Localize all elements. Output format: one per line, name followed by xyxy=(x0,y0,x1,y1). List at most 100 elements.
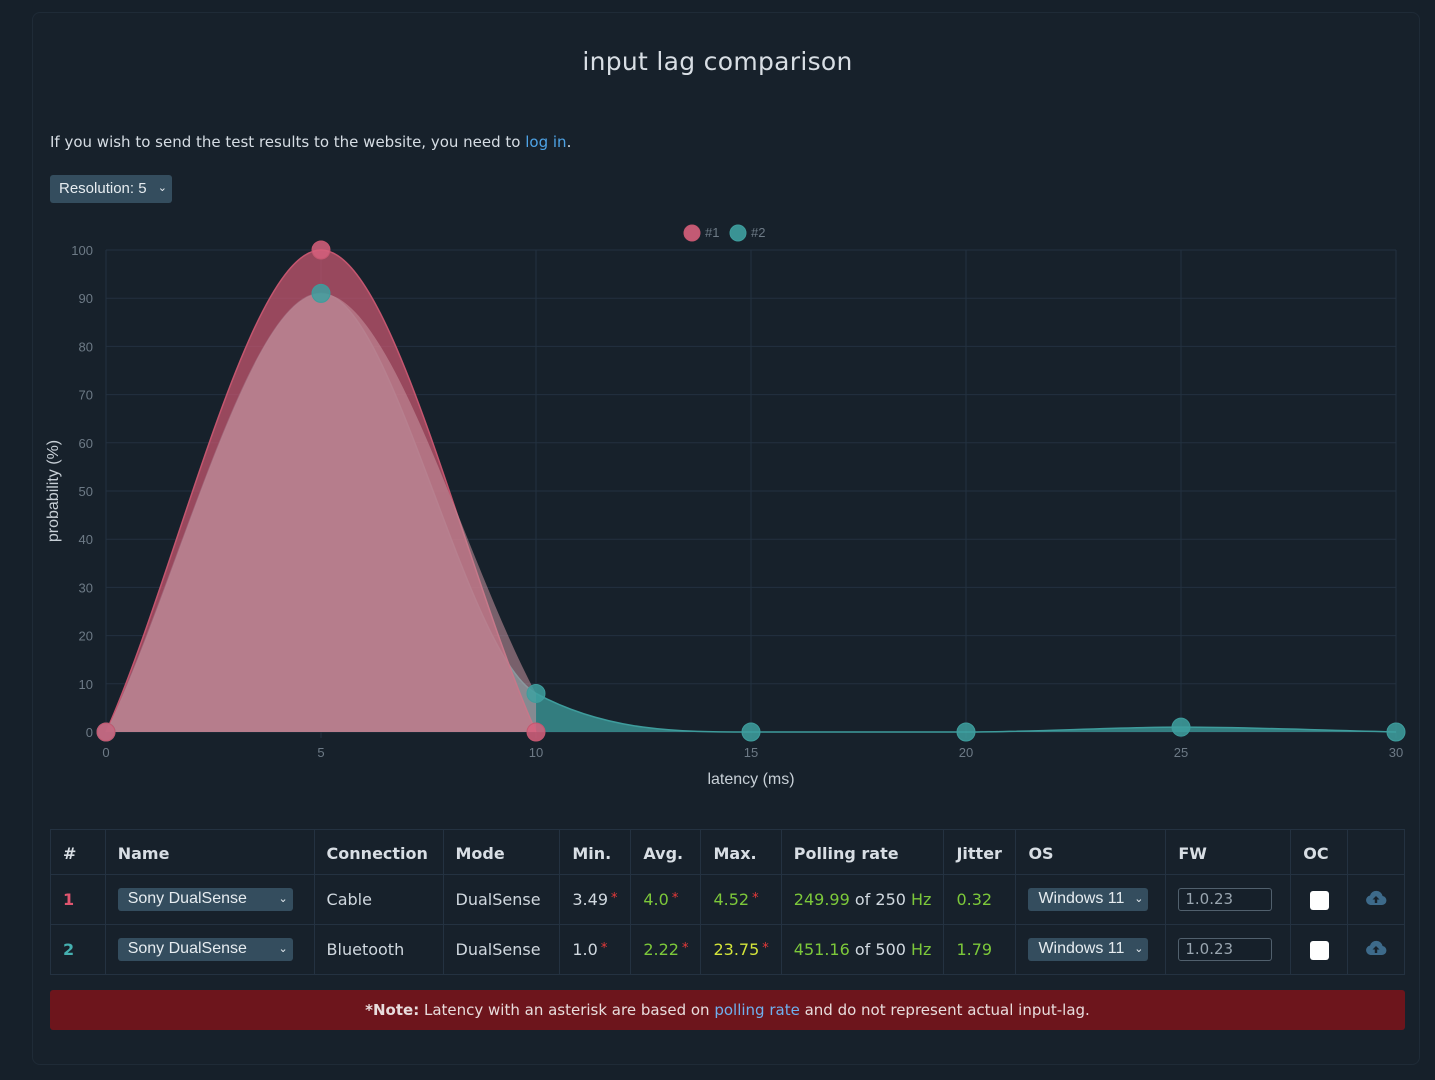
data-point xyxy=(526,722,546,742)
col-header-avg: Avg. xyxy=(630,829,702,875)
resolution-select[interactable]: Resolution: 5 ⌄ xyxy=(50,175,172,203)
polling-rate-link[interactable]: polling rate xyxy=(714,1001,800,1019)
legend-marker xyxy=(729,224,747,242)
cloud-upload-icon[interactable] xyxy=(1365,890,1387,910)
table-row: 2 Sony DualSense ⌄ Bluetooth DualSense 1.… xyxy=(50,924,1405,975)
cloud-upload-icon[interactable] xyxy=(1365,940,1387,960)
min-value: 1.0 xyxy=(572,940,598,959)
data-point xyxy=(526,683,546,703)
y-tick-label: 80 xyxy=(79,339,93,354)
x-tick-label: 10 xyxy=(529,745,543,760)
os-cell: Windows 11 ⌄ xyxy=(1015,924,1167,975)
max-value: 23.75 xyxy=(713,940,760,959)
table-header-row: # Name Connection Mode Min. Avg. Max. Po… xyxy=(50,829,1405,875)
col-header-mode: Mode xyxy=(442,829,561,875)
asterisk-mark: * xyxy=(671,891,679,906)
oc-cell xyxy=(1290,874,1349,925)
connection-cell: Cable xyxy=(313,874,444,925)
col-header-min: Min. xyxy=(559,829,632,875)
y-tick-label: 10 xyxy=(79,677,93,692)
login-info-end: . xyxy=(566,133,572,151)
jitter-cell: 0.32 xyxy=(943,874,1017,925)
asterisk-mark: * xyxy=(600,941,608,956)
y-tick-label: 90 xyxy=(79,291,93,306)
note-text-2: and do not represent actual input-lag. xyxy=(799,1001,1090,1019)
results-table: # Name Connection Mode Min. Avg. Max. Po… xyxy=(50,829,1405,975)
login-info: If you wish to send the test results to … xyxy=(50,133,571,151)
min-cell: 1.0 * xyxy=(559,924,632,975)
y-tick-label: 0 xyxy=(86,725,93,740)
os-cell: Windows 11 ⌄ xyxy=(1015,874,1167,925)
series-overlap-area xyxy=(106,293,536,732)
login-link[interactable]: log in xyxy=(525,133,567,151)
device-name-value: Sony DualSense xyxy=(127,890,247,907)
avg-value: 2.22 xyxy=(643,940,679,959)
col-header-max: Max. xyxy=(700,829,782,875)
firmware-input[interactable]: 1.0.23 xyxy=(1178,888,1273,911)
x-tick-label: 15 xyxy=(744,745,758,760)
note-label: *Note: xyxy=(365,1001,420,1019)
resolution-select-label: Resolution: 5 xyxy=(59,180,147,197)
mode-cell: DualSense xyxy=(442,874,561,925)
x-tick-label: 5 xyxy=(317,745,324,760)
upload-cell xyxy=(1347,924,1405,975)
firmware-input[interactable]: 1.0.23 xyxy=(1178,938,1273,961)
overclock-checkbox[interactable] xyxy=(1309,890,1329,910)
data-point xyxy=(1171,717,1191,737)
chevron-down-icon: ⌄ xyxy=(278,893,288,905)
overclock-checkbox[interactable] xyxy=(1309,940,1329,960)
min-value: 3.49 xyxy=(572,890,608,909)
oc-cell xyxy=(1290,924,1349,975)
device-name-select[interactable]: Sony DualSense ⌄ xyxy=(117,888,293,911)
polling-value: 451.16 xyxy=(793,940,850,959)
fw-cell: 1.0.23 xyxy=(1165,874,1292,925)
os-value: Windows 11 xyxy=(1038,890,1125,907)
legend-label: #1 xyxy=(705,225,719,240)
jitter-cell: 1.79 xyxy=(943,924,1017,975)
row-number: 1 xyxy=(50,874,106,925)
y-tick-label: 60 xyxy=(79,436,93,451)
os-select[interactable]: Windows 11 ⌄ xyxy=(1028,938,1149,961)
y-tick-label: 70 xyxy=(79,388,93,403)
table-row: 1 Sony DualSense ⌄ Cable DualSense 3.49 * … xyxy=(50,874,1405,925)
chevron-down-icon: ⌄ xyxy=(1134,943,1144,955)
os-value: Windows 11 xyxy=(1038,940,1125,957)
max-cell: 4.52 * xyxy=(700,874,782,925)
data-point xyxy=(1386,722,1406,742)
fw-cell: 1.0.23 xyxy=(1165,924,1292,975)
polling-of: of 250 xyxy=(854,890,906,909)
legend-marker xyxy=(683,224,701,242)
col-header-oc: OC xyxy=(1290,829,1349,875)
avg-cell: 2.22 * xyxy=(630,924,702,975)
min-cell: 3.49 * xyxy=(559,874,632,925)
y-tick-label: 50 xyxy=(79,484,93,499)
polling-unit: Hz xyxy=(911,890,932,909)
polling-cell: 249.99 of 250 Hz xyxy=(780,874,945,925)
polling-unit: Hz xyxy=(911,940,932,959)
data-point xyxy=(956,722,976,742)
y-axis-label: probability (%) xyxy=(45,440,62,542)
x-tick-label: 25 xyxy=(1174,745,1188,760)
latency-chart: 0 10 20 30 40 50 60 70 80 90 100 0 5 10 15 20 25 30 latenc… xyxy=(45,224,1406,788)
x-tick-label: 0 xyxy=(102,745,109,760)
col-header-upload xyxy=(1347,829,1405,875)
avg-cell: 4.0 * xyxy=(630,874,702,925)
device-name-value: Sony DualSense xyxy=(127,940,247,957)
device-name-cell: Sony DualSense ⌄ xyxy=(104,924,315,975)
max-value: 4.52 xyxy=(713,890,750,909)
polling-value: 249.99 xyxy=(793,890,850,909)
asterisk-mark: * xyxy=(611,891,618,906)
data-point xyxy=(311,283,331,303)
chevron-down-icon: ⌄ xyxy=(157,182,167,194)
note-text-1: Latency with an asterisk are based on xyxy=(419,1001,715,1019)
device-name-select[interactable]: Sony DualSense ⌄ xyxy=(117,938,293,961)
upload-cell xyxy=(1347,874,1405,925)
x-axis-label: latency (ms) xyxy=(707,771,794,788)
y-tick-label: 40 xyxy=(79,532,93,547)
max-cell: 23.75 * xyxy=(700,924,782,975)
col-header-os: OS xyxy=(1015,829,1167,875)
os-select[interactable]: Windows 11 ⌄ xyxy=(1028,888,1149,911)
data-point xyxy=(311,240,331,260)
y-tick-label: 30 xyxy=(79,580,93,595)
login-info-text: If you wish to send the test results to … xyxy=(50,133,526,151)
